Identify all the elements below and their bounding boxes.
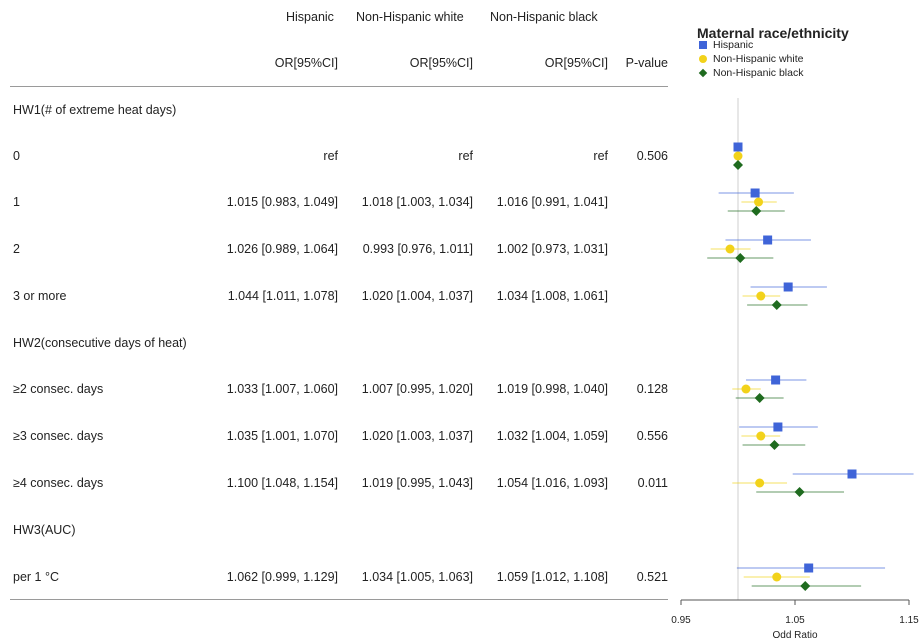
cell-hispanic: 1.100 [1.048, 1.154] — [226, 476, 338, 490]
point-marker — [756, 291, 766, 301]
cell-hispanic: 1.033 [1.007, 1.060] — [226, 382, 338, 396]
point-marker — [771, 300, 782, 310]
row-label: per 1 °C — [13, 570, 59, 584]
cell-nh-white: ref — [458, 149, 473, 163]
point-marker — [733, 142, 743, 152]
point-marker — [751, 206, 762, 216]
cell-nh-white: 1.018 [1.003, 1.034] — [361, 195, 473, 209]
pvalue-header: P-value — [625, 56, 668, 70]
row-label: 3 or more — [13, 289, 67, 303]
x-axis-title: Odd Ratio — [772, 630, 817, 641]
point-marker — [794, 487, 805, 497]
row-label: HW2(consecutive days of heat) — [13, 336, 187, 350]
point-marker — [733, 151, 743, 161]
cell-pvalue: 0.521 — [636, 570, 668, 584]
cell-pvalue: 0.128 — [636, 382, 668, 396]
cell-nh-white: 1.020 [1.004, 1.037] — [361, 289, 473, 303]
cell-nh-white: 1.034 [1.005, 1.063] — [361, 570, 473, 584]
row-label: HW1(# of extreme heat days) — [13, 103, 177, 117]
legend-label: Non-Hispanic black — [713, 67, 804, 79]
header-hispanic: Hispanic — [286, 10, 334, 24]
row-label: 1 — [13, 195, 20, 209]
point-marker — [754, 197, 764, 207]
x-tick-label: 0.95 — [671, 615, 691, 626]
point-marker — [741, 384, 751, 394]
cell-nh-black: ref — [593, 149, 608, 163]
point-marker — [755, 478, 765, 488]
point-marker — [783, 282, 793, 292]
table-bottom-divider — [10, 599, 668, 600]
point-marker — [804, 563, 814, 573]
ci-header-hispanic: OR[95%CI] — [274, 56, 338, 70]
point-marker — [800, 581, 811, 591]
legend-title: Maternal race/ethnicity — [697, 25, 849, 41]
point-marker — [733, 160, 743, 170]
cell-hispanic: ref — [323, 149, 338, 163]
header-nh-white: Non-Hispanic white — [356, 10, 464, 24]
row-label: HW3(AUC) — [13, 523, 76, 537]
legend-label: Hispanic — [713, 39, 754, 51]
header-nh-black: Non-Hispanic black — [490, 10, 598, 24]
cell-nh-white: 0.993 [0.976, 1.011] — [362, 242, 473, 256]
cell-nh-black: 1.034 [1.008, 1.061] — [496, 289, 608, 303]
cell-nh-black: 1.016 [0.991, 1.041] — [496, 195, 608, 209]
cell-nh-white: 1.007 [0.995, 1.020] — [361, 382, 473, 396]
cell-nh-white: 1.019 [0.995, 1.043] — [361, 476, 473, 490]
header-divider — [10, 86, 668, 87]
ci-header-nh-white: OR[95%CI] — [409, 56, 473, 70]
circle-marker-icon — [699, 55, 707, 63]
row-label: ≥2 consec. days — [13, 382, 104, 396]
cell-nh-white: 1.020 [1.003, 1.037] — [361, 429, 473, 443]
cell-hispanic: 1.044 [1.011, 1.078] — [227, 289, 338, 303]
row-label: 0 — [13, 149, 20, 163]
point-marker — [763, 235, 773, 245]
point-marker — [773, 422, 783, 432]
cell-nh-black: 1.019 [0.998, 1.040] — [496, 382, 608, 396]
point-marker — [754, 393, 765, 403]
point-marker — [725, 244, 735, 254]
row-label: ≥3 consec. days — [13, 429, 104, 443]
cell-pvalue: 0.556 — [636, 429, 668, 443]
square-marker-icon — [699, 41, 707, 49]
ci-header-nh-black: OR[95%CI] — [544, 56, 608, 70]
point-marker — [847, 469, 857, 479]
cell-nh-black: 1.059 [1.012, 1.108] — [496, 570, 608, 584]
legend-label: Non-Hispanic white — [713, 53, 804, 65]
point-marker — [772, 572, 782, 582]
row-label: ≥4 consec. days — [13, 476, 104, 490]
cell-nh-black: 1.002 [0.973, 1.031] — [496, 242, 608, 256]
cell-hispanic: 1.035 [1.001, 1.070] — [226, 429, 338, 443]
point-marker — [769, 440, 780, 450]
diamond-marker-icon — [698, 68, 708, 78]
cell-nh-black: 1.032 [1.004, 1.059] — [496, 429, 608, 443]
cell-pvalue: 0.011 — [637, 476, 668, 490]
x-tick-label: 1.15 — [899, 615, 919, 626]
row-label: 2 — [13, 242, 20, 256]
cell-hispanic: 1.062 [0.999, 1.129] — [226, 570, 338, 584]
point-marker — [756, 431, 766, 441]
x-tick-label: 1.05 — [785, 615, 805, 626]
cell-pvalue: 0.506 — [636, 149, 668, 163]
point-marker — [750, 188, 760, 198]
cell-hispanic: 1.015 [0.983, 1.049] — [226, 195, 338, 209]
point-marker — [771, 375, 781, 385]
cell-nh-black: 1.054 [1.016, 1.093] — [496, 476, 608, 490]
point-marker — [735, 253, 746, 263]
cell-hispanic: 1.026 [0.989, 1.064] — [226, 242, 338, 256]
